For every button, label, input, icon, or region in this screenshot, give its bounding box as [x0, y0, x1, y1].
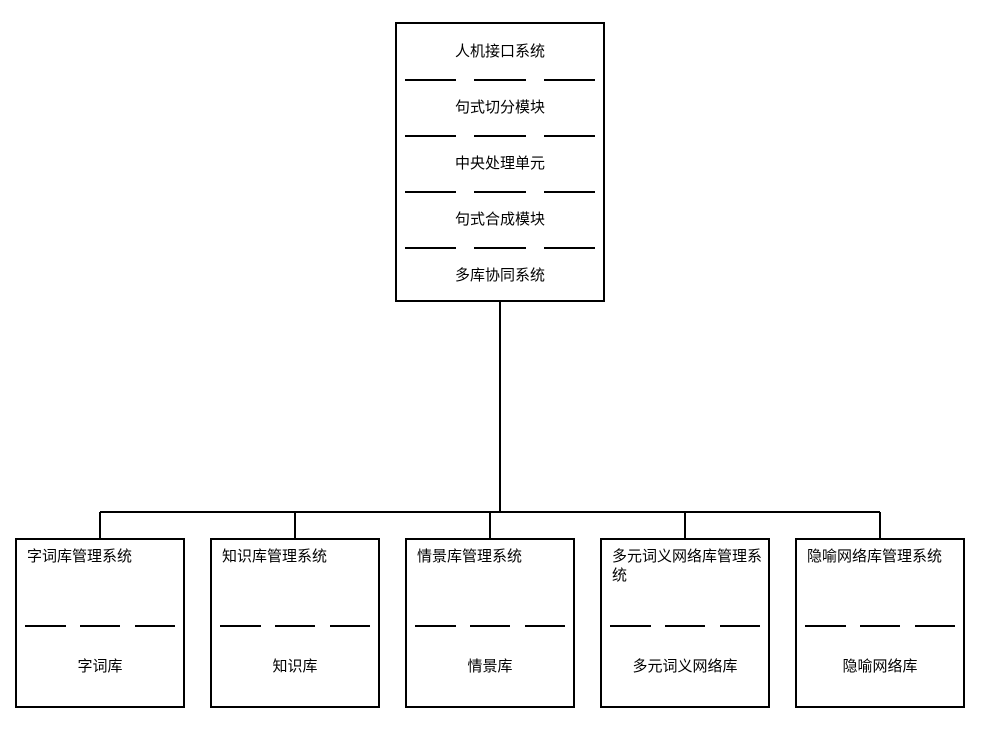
child-body-2: 情景库 — [407, 625, 573, 710]
child-body-3: 多元词义网络库 — [602, 625, 768, 710]
child-box-0: 字词库管理系统字词库 — [15, 538, 185, 708]
top-section-3: 句式合成模块 — [397, 192, 603, 248]
child-body-0: 字词库 — [17, 625, 183, 710]
child-box-1: 知识库管理系统知识库 — [210, 538, 380, 708]
child-title-2: 情景库管理系统 — [407, 548, 573, 592]
child-title-0: 字词库管理系统 — [17, 548, 183, 592]
child-body-1: 知识库 — [212, 625, 378, 710]
child-title-3: 多元词义网络库管理系统 — [602, 548, 768, 592]
child-body-4: 隐喻网络库 — [797, 625, 963, 710]
top-section-0: 人机接口系统 — [397, 24, 603, 80]
child-box-3: 多元词义网络库管理系统多元词义网络库 — [600, 538, 770, 708]
architecture-diagram: 人机接口系统句式切分模块中央处理单元句式合成模块多库协同系统字词库管理系统字词库… — [0, 0, 1000, 754]
child-title-4: 隐喻网络库管理系统 — [797, 548, 963, 592]
child-box-4: 隐喻网络库管理系统隐喻网络库 — [795, 538, 965, 708]
top-section-1: 句式切分模块 — [397, 80, 603, 136]
top-section-2: 中央处理单元 — [397, 136, 603, 192]
top-section-4: 多库协同系统 — [397, 248, 603, 304]
child-box-2: 情景库管理系统情景库 — [405, 538, 575, 708]
child-title-1: 知识库管理系统 — [212, 548, 378, 592]
top-system-box: 人机接口系统句式切分模块中央处理单元句式合成模块多库协同系统 — [395, 22, 605, 302]
